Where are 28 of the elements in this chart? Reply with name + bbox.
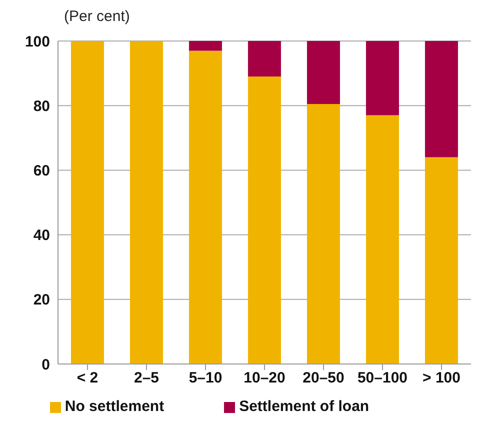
y-tick-label: 0 xyxy=(42,356,50,374)
y-tick-label: 20 xyxy=(33,292,50,309)
x-tick-label: 5–10 xyxy=(188,370,222,387)
x-tick-label: 2–5 xyxy=(134,370,160,387)
bar xyxy=(70,41,104,364)
x-tick-label: > 100 xyxy=(422,370,460,387)
y-tick-label: 100 xyxy=(24,33,50,50)
bar xyxy=(306,104,340,364)
bar xyxy=(306,41,340,104)
legend-label: Settlement of loan xyxy=(239,398,370,415)
bar xyxy=(424,157,458,364)
bar xyxy=(424,41,458,158)
bar xyxy=(248,41,281,77)
y-tick-label: 40 xyxy=(33,227,50,244)
y-tick-label: 60 xyxy=(33,162,50,180)
x-tick-label: 20–50 xyxy=(302,370,344,387)
bar xyxy=(248,76,281,364)
y-axis-title: (Per cent) xyxy=(64,8,130,25)
y-tick-label: 80 xyxy=(33,98,50,115)
bar xyxy=(188,41,222,51)
x-tick-label: 10–20 xyxy=(244,370,286,387)
bar xyxy=(366,41,399,116)
bar xyxy=(366,115,399,364)
legend-label: No settlement xyxy=(64,398,164,415)
x-tick-label: < 2 xyxy=(76,370,98,387)
bar xyxy=(130,41,163,364)
x-tick-label: 50–100 xyxy=(357,370,408,387)
bar xyxy=(188,50,222,364)
